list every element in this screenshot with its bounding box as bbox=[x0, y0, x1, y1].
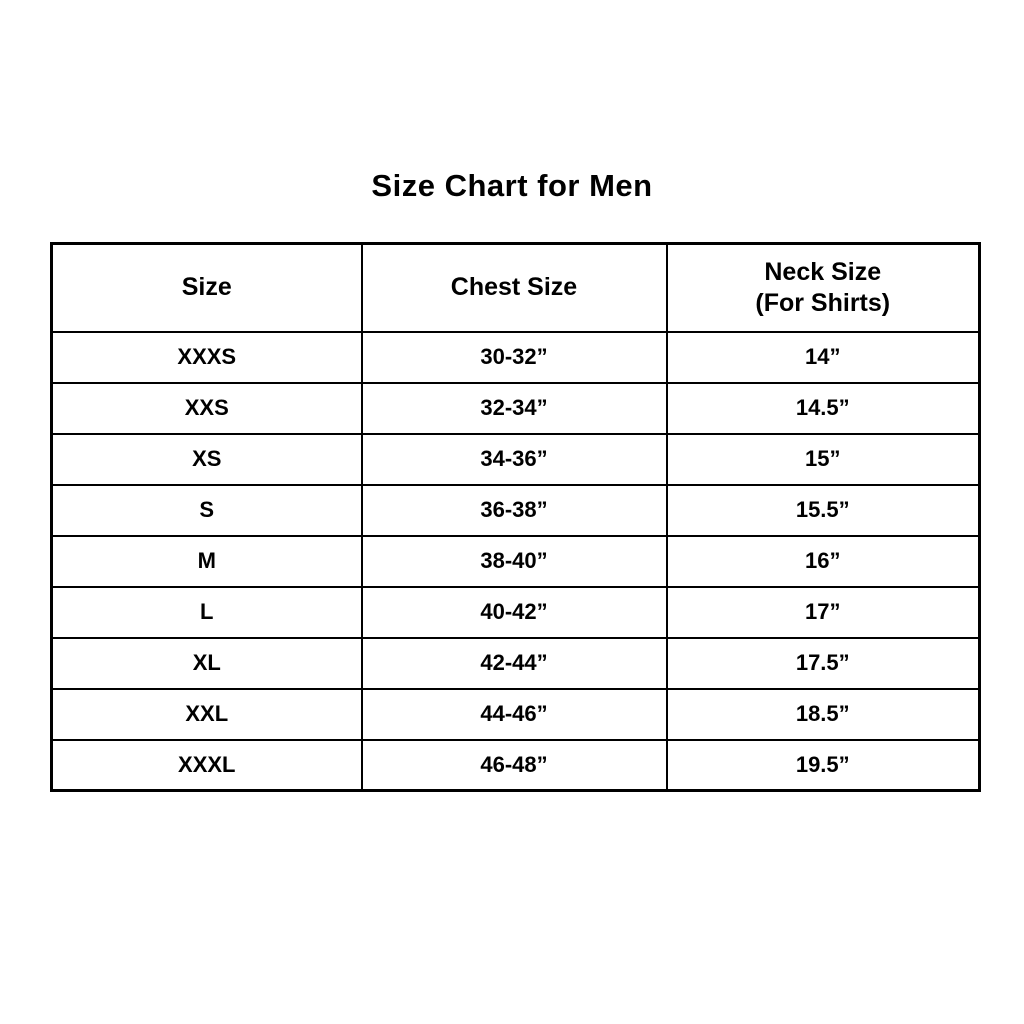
neck-size-cell: 17” bbox=[665, 585, 981, 639]
column-header-neck-size: Neck Size (For Shirts) bbox=[665, 242, 981, 333]
column-header-neck-label: Neck Size bbox=[764, 257, 882, 286]
neck-size-cell: 16” bbox=[665, 534, 981, 588]
size-cell: XXL bbox=[50, 687, 363, 741]
neck-size-cell: 19.5” bbox=[665, 738, 981, 792]
neck-size-cell: 15.5” bbox=[665, 483, 981, 537]
size-cell: L bbox=[50, 585, 363, 639]
table-row: XXL 44-46” 18.5” bbox=[50, 687, 981, 741]
size-cell: XXXS bbox=[50, 330, 363, 384]
size-cell: M bbox=[50, 534, 363, 588]
neck-size-cell: 18.5” bbox=[665, 687, 981, 741]
column-header-chest-label: Chest Size bbox=[450, 273, 578, 302]
chest-size-cell: 34-36” bbox=[360, 432, 668, 486]
chest-size-cell: 42-44” bbox=[360, 636, 668, 690]
table-row: XXXS 30-32” 14” bbox=[50, 330, 981, 384]
chest-size-cell: 30-32” bbox=[360, 330, 668, 384]
size-cell: S bbox=[50, 483, 363, 537]
neck-size-cell: 14” bbox=[665, 330, 981, 384]
column-header-chest-size: Chest Size bbox=[360, 242, 668, 333]
chest-size-cell: 32-34” bbox=[360, 381, 668, 435]
table-row: XL 42-44” 17.5” bbox=[50, 636, 981, 690]
page-title: Size Chart for Men bbox=[371, 168, 653, 203]
size-cell: XS bbox=[50, 432, 363, 486]
chest-size-cell: 46-48” bbox=[360, 738, 668, 792]
table-header-row: Size Chest Size Neck Size (For Shirts) bbox=[50, 242, 981, 333]
table-row: XS 34-36” 15” bbox=[50, 432, 981, 486]
neck-size-cell: 15” bbox=[665, 432, 981, 486]
column-header-size: Size bbox=[50, 242, 363, 333]
table-row: XXXL 46-48” 19.5” bbox=[50, 738, 981, 792]
neck-size-cell: 14.5” bbox=[665, 381, 981, 435]
neck-size-cell: 17.5” bbox=[665, 636, 981, 690]
size-cell: XXXL bbox=[50, 738, 363, 792]
table-row: S 36-38” 15.5” bbox=[50, 483, 981, 537]
table-row: L 40-42” 17” bbox=[50, 585, 981, 639]
size-chart-table: Size Chest Size Neck Size (For Shirts) X… bbox=[50, 242, 981, 792]
size-cell: XL bbox=[50, 636, 363, 690]
chest-size-cell: 38-40” bbox=[360, 534, 668, 588]
chest-size-cell: 40-42” bbox=[360, 585, 668, 639]
chest-size-cell: 44-46” bbox=[360, 687, 668, 741]
chest-size-cell: 36-38” bbox=[360, 483, 668, 537]
column-header-size-label: Size bbox=[181, 273, 232, 302]
table-row: M 38-40” 16” bbox=[50, 534, 981, 588]
table-row: XXS 32-34” 14.5” bbox=[50, 381, 981, 435]
size-cell: XXS bbox=[50, 381, 363, 435]
column-header-neck-sublabel: (For Shirts) bbox=[755, 288, 891, 317]
table-body: XXXS 30-32” 14” XXS 32-34” 14.5” XS 34-36” 15” S 3… bbox=[50, 330, 981, 792]
